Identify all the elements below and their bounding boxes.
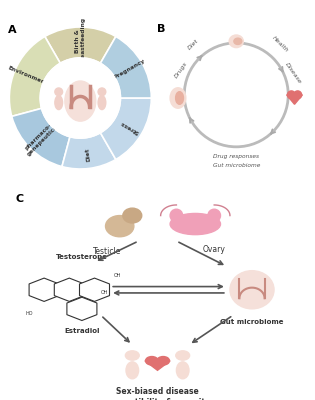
Ellipse shape (123, 208, 142, 223)
Ellipse shape (176, 92, 183, 104)
Wedge shape (12, 108, 70, 166)
Text: Gut microbiome: Gut microbiome (213, 163, 260, 168)
Text: Drug responses: Drug responses (213, 154, 259, 159)
Wedge shape (9, 36, 60, 116)
Text: Diet: Diet (84, 148, 91, 162)
Text: OH: OH (101, 290, 108, 295)
Text: Environment: Environment (7, 66, 48, 87)
Text: Gut microbiome: Gut microbiome (220, 320, 284, 326)
Circle shape (125, 351, 139, 360)
Ellipse shape (294, 91, 302, 99)
Text: pharmaco-
genepeutics: pharmaco- genepeutics (22, 120, 58, 157)
Text: A: A (8, 26, 16, 36)
Polygon shape (145, 361, 170, 370)
Text: Testicle: Testicle (93, 247, 121, 256)
Wedge shape (100, 36, 151, 98)
Circle shape (176, 351, 190, 360)
Text: Stress: Stress (119, 119, 140, 134)
Wedge shape (62, 133, 116, 169)
Ellipse shape (146, 356, 158, 365)
Circle shape (98, 88, 106, 96)
Ellipse shape (287, 91, 295, 99)
Text: Pregnancy: Pregnancy (113, 58, 146, 80)
Text: Birth &
breastfeeding: Birth & breastfeeding (75, 17, 86, 64)
Text: Drugs: Drugs (174, 60, 189, 79)
Text: OH: OH (113, 273, 121, 278)
Ellipse shape (98, 96, 106, 110)
Ellipse shape (126, 362, 139, 379)
Text: B: B (158, 24, 166, 34)
Circle shape (55, 88, 63, 96)
Text: Disease: Disease (284, 61, 302, 84)
Text: C: C (16, 194, 24, 204)
Text: Sex-biased disease
susceptibility & severity: Sex-biased disease susceptibility & seve… (105, 387, 210, 400)
Wedge shape (45, 27, 116, 63)
Ellipse shape (208, 209, 220, 222)
Ellipse shape (234, 38, 242, 44)
Circle shape (40, 58, 120, 138)
Ellipse shape (229, 35, 243, 48)
Text: Ovary: Ovary (203, 245, 226, 254)
Text: Testosterone: Testosterone (56, 254, 108, 260)
Ellipse shape (65, 81, 96, 121)
Text: Diet: Diet (187, 38, 200, 51)
Text: HO: HO (25, 311, 33, 316)
Polygon shape (287, 95, 302, 104)
Ellipse shape (176, 362, 189, 379)
Ellipse shape (157, 356, 169, 365)
Ellipse shape (230, 271, 274, 309)
Wedge shape (100, 98, 151, 160)
Ellipse shape (106, 216, 134, 237)
Ellipse shape (55, 96, 63, 110)
Ellipse shape (170, 214, 220, 235)
Text: Health: Health (271, 35, 289, 54)
Text: Estradiol: Estradiol (64, 328, 100, 334)
Ellipse shape (170, 209, 183, 222)
Ellipse shape (170, 88, 186, 108)
